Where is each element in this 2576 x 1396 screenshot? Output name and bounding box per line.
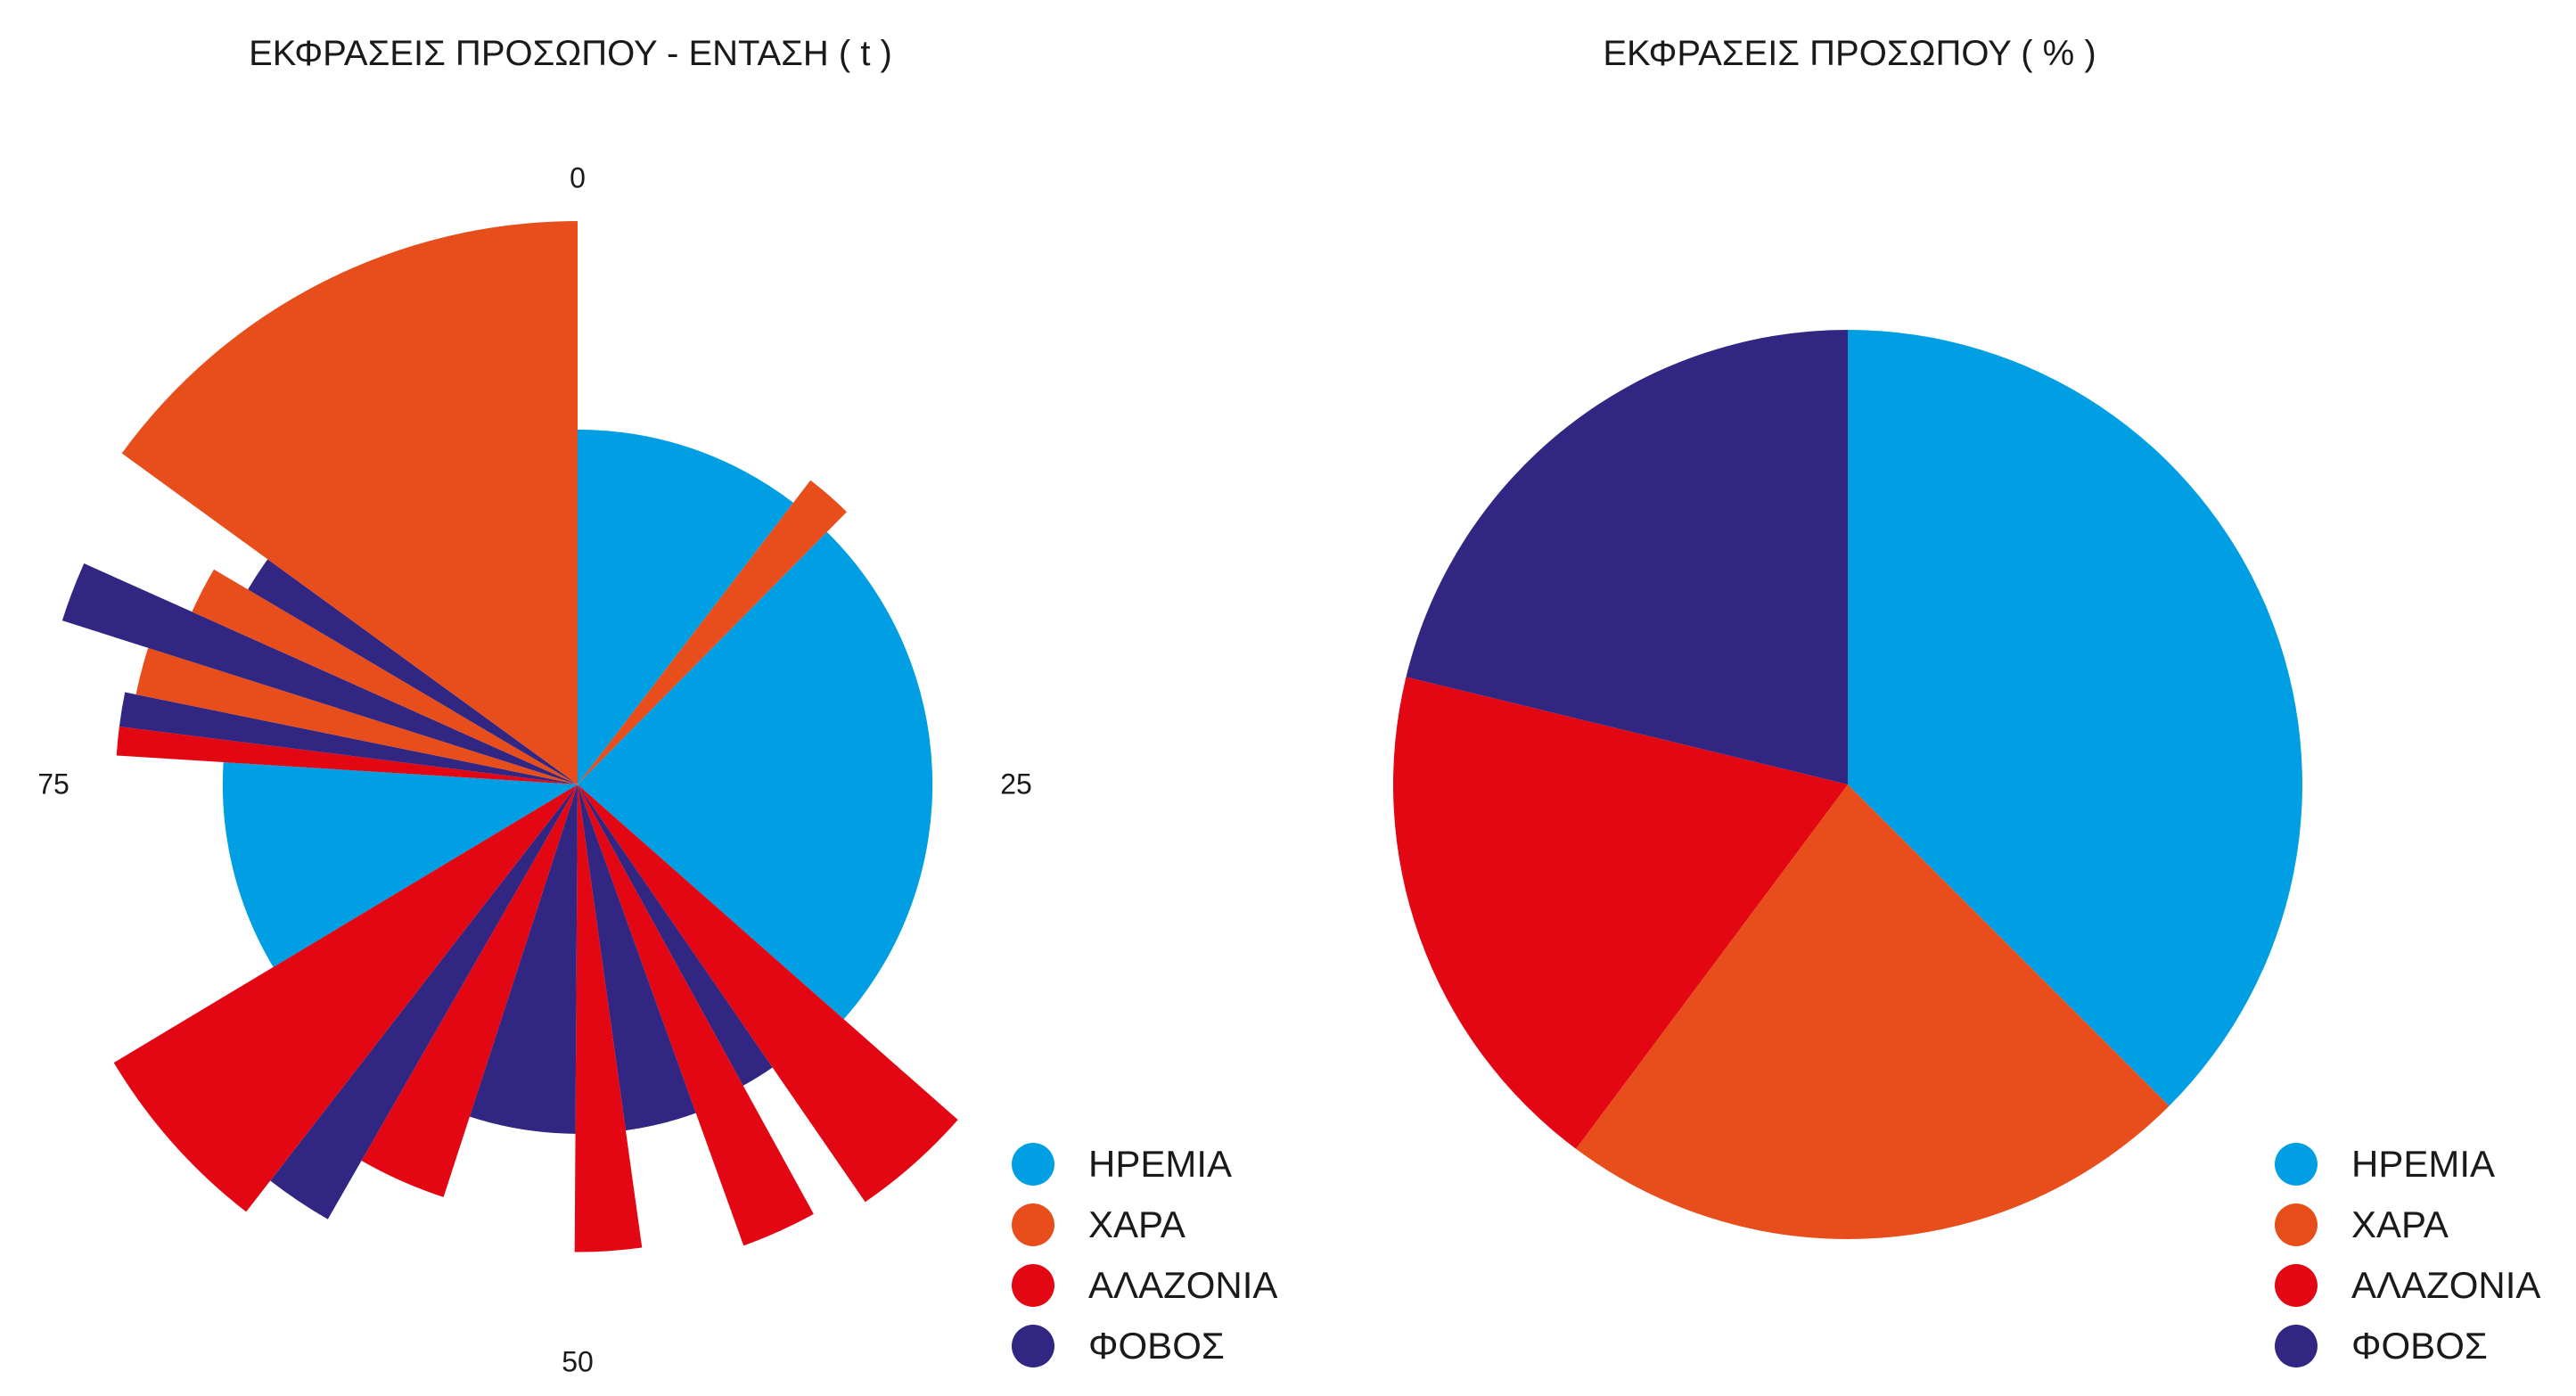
polar-segment-hremia (222, 762, 578, 967)
polar-segment-alazonia (113, 784, 578, 1212)
polar-segment-fovos (62, 563, 578, 784)
legend-label-fovos: ΦΟΒΟΣ (1088, 1325, 1225, 1367)
angular-tick-label: 25 (1000, 768, 1032, 801)
pie-slice-hremia (1848, 330, 2302, 1106)
polar-segment-alazonia (574, 784, 643, 1252)
legend-swatch-hremia (1012, 1143, 1054, 1186)
legend-item-xara: ΧΑΡΑ (2275, 1195, 2540, 1255)
pie-slice-xara (1576, 784, 2170, 1239)
pie-legend: ΗΡΕΜΙΑ ΧΑΡΑ ΑΛΑΖΟΝΙΑ ΦΟΒΟΣ (2275, 1134, 2540, 1376)
polar-segment-xara (192, 569, 578, 784)
legend-swatch-fovos (1012, 1325, 1054, 1367)
pie-chart (1393, 330, 2302, 1239)
polar-segment-xara (135, 647, 578, 784)
legend-item-xara: ΧΑΡΑ (1012, 1195, 1277, 1255)
legend-swatch-xara (1012, 1203, 1054, 1246)
legend-item-alazonia: ΑΛΑΖΟΝΙΑ (2275, 1255, 2540, 1316)
polar-segment-xara (121, 221, 578, 784)
legend-label-hremia: ΗΡΕΜΙΑ (2351, 1143, 2496, 1185)
legend-label-alazonia: ΑΛΑΖΟΝΙΑ (1088, 1264, 1278, 1306)
polar-segment-xara (578, 480, 847, 784)
legend-item-hremia: ΗΡΕΜΙΑ (1012, 1134, 1277, 1195)
angular-tick-label: 50 (562, 1345, 594, 1378)
pie-slice-fovos (1406, 330, 1848, 784)
legend-item-fovos: ΦΟΒΟΣ (1012, 1316, 1277, 1376)
legend-swatch-alazonia (1012, 1264, 1054, 1307)
legend-item-hremia: ΗΡΕΜΙΑ (2275, 1134, 2540, 1195)
polar-segment-alazonia (578, 784, 814, 1246)
polar-segment-alazonia (361, 784, 578, 1197)
pie-chart-title: ΕΚΦΡΑΣΕΙΣ ΠΡΟΣΩΠΟΥ ( % ) (1603, 34, 2096, 73)
legend-label-alazonia: ΑΛΑΖΟΝΙΑ (2351, 1264, 2541, 1306)
polar-area-chart (62, 221, 958, 1252)
polar-segment-fovos (119, 692, 578, 784)
legend-label-xara: ΧΑΡΑ (2351, 1203, 2449, 1245)
legend-swatch-xara (2275, 1203, 2318, 1246)
legend-label-xara: ΧΑΡΑ (1088, 1203, 1185, 1245)
polar-segment-fovos (578, 784, 696, 1131)
polar-segment-hremia (578, 429, 794, 784)
polar-segment-hremia (578, 531, 933, 1020)
polar-segment-fovos (248, 559, 578, 784)
angular-tick-label: 75 (37, 768, 70, 801)
legend-swatch-fovos (2275, 1325, 2318, 1367)
polar-segment-alazonia (116, 727, 578, 784)
polar-segment-fovos (469, 784, 578, 1134)
polar-segment-alazonia (578, 784, 958, 1203)
polar-chart-panel: ΕΚΦΡΑΣΕΙΣ ΠΡΟΣΩΠΟΥ - ΕΝΤΑΣΗ ( t ) 0 25 50 7… (37, 34, 1277, 1378)
legend-label-hremia: ΗΡΕΜΙΑ (1088, 1143, 1233, 1185)
polar-chart-title: ΕΚΦΡΑΣΕΙΣ ΠΡΟΣΩΠΟΥ - ΕΝΤΑΣΗ ( t ) (249, 34, 892, 73)
legend-item-alazonia: ΑΛΑΖΟΝΙΑ (1012, 1255, 1277, 1316)
pie-chart-panel: ΕΚΦΡΑΣΕΙΣ ΠΡΟΣΩΠΟΥ ( % ) ΗΡΕΜΙΑ ΧΑΡΑ ΑΛΑ… (1288, 0, 2576, 1396)
polar-segment-fovos (578, 784, 773, 1086)
legend-swatch-hremia (2275, 1143, 2318, 1186)
polar-legend: ΗΡΕΜΙΑ ΧΑΡΑ ΑΛΑΖΟΝΙΑ ΦΟΒΟΣ (1012, 1134, 1277, 1376)
legend-item-fovos: ΦΟΒΟΣ (2275, 1316, 2540, 1376)
polar-segment-fovos (270, 784, 578, 1219)
legend-swatch-alazonia (2275, 1264, 2318, 1307)
angular-tick-label: 0 (570, 161, 586, 194)
legend-label-fovos: ΦΟΒΟΣ (2351, 1325, 2488, 1367)
pie-slice-alazonia (1393, 677, 1848, 1149)
